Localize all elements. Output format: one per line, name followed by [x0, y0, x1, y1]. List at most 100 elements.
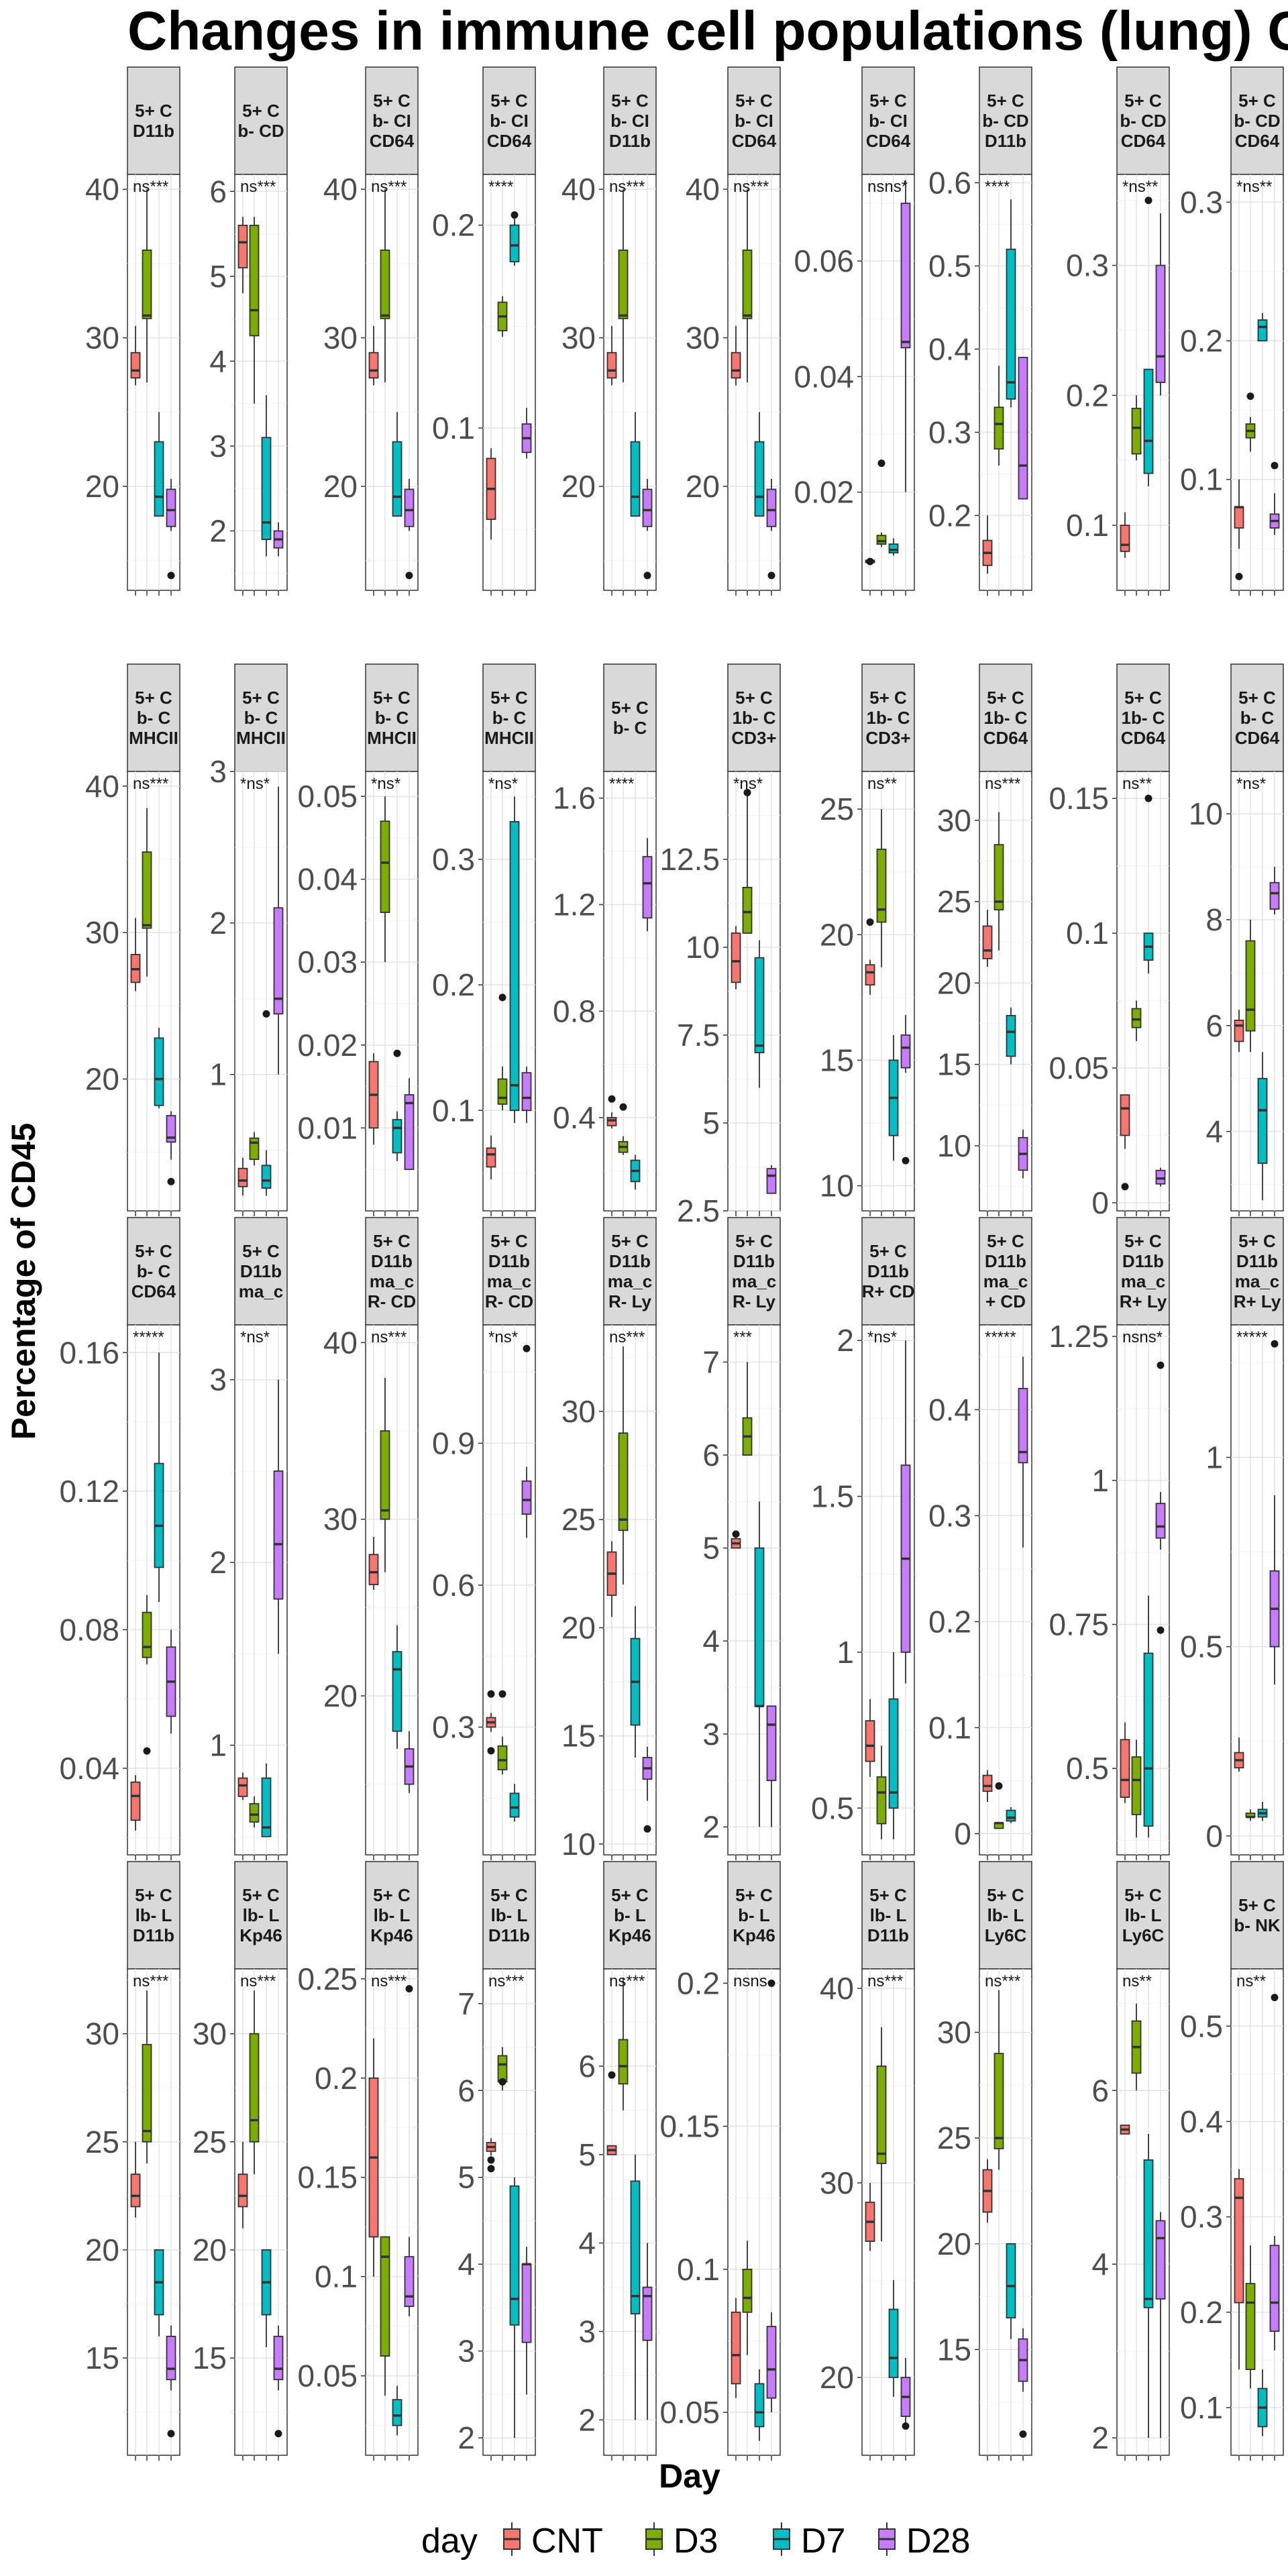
y-tick-label: 20	[820, 917, 854, 952]
significance-label: ***	[733, 1328, 752, 1346]
y-tick-label: 25	[85, 2125, 119, 2159]
box-d3	[249, 2033, 260, 2143]
outlier-point	[743, 788, 751, 796]
y-tick-label: 0.16	[59, 1335, 119, 1370]
box-d7	[392, 441, 402, 517]
outlier-point	[405, 572, 413, 580]
strip-label: 5+ C	[1238, 1895, 1276, 1915]
strip-background	[365, 1861, 419, 1970]
y-tick-label: 0.3	[1180, 184, 1223, 219]
box-d7	[1257, 1077, 1268, 1164]
y-tick-label: 0.75	[1049, 1607, 1109, 1642]
outlier-point	[1157, 1626, 1165, 1634]
box-d3	[249, 225, 260, 337]
box-d28	[1155, 264, 1166, 383]
strip-background	[127, 66, 180, 175]
y-tick-label: 0.4	[928, 1392, 971, 1427]
strip-background	[127, 663, 180, 772]
outlier-point	[487, 1690, 495, 1698]
y-tick-label: 8	[1205, 902, 1223, 937]
significance-label: ****	[985, 178, 1010, 196]
strip-label: 5+ C	[735, 1885, 773, 1905]
outlier-point	[487, 2165, 495, 2173]
box-d3	[380, 250, 390, 319]
strip-background	[979, 663, 1032, 772]
strip-label: R+ Ly	[1234, 1291, 1281, 1311]
outlier-point	[608, 1095, 616, 1103]
y-tick-label: 5	[702, 1531, 720, 1566]
strip-label: 1b- C	[984, 708, 1028, 728]
strip-background	[482, 663, 536, 772]
outlier-point	[167, 1177, 175, 1185]
strip-label: CD64	[1121, 728, 1166, 748]
significance-label: nsns*	[867, 178, 908, 196]
box-d28	[1269, 881, 1280, 910]
significance-label: *ns*	[733, 775, 763, 793]
y-tick-label: 0.15	[297, 2160, 358, 2195]
strip-background	[234, 663, 288, 772]
strip-label: CD64	[487, 131, 532, 151]
box-cnt	[130, 2174, 141, 2208]
box-d28	[521, 1072, 532, 1112]
significance-label: ns***	[985, 775, 1020, 793]
y-tick-label: 0.5	[1066, 1751, 1109, 1786]
outlier-point	[523, 1344, 531, 1352]
box-d3	[142, 1611, 152, 1658]
y-tick-label: 0.3	[1180, 2200, 1223, 2235]
y-tick-label: 30	[85, 2017, 119, 2051]
strip-label: D11b	[488, 1251, 530, 1271]
y-tick-label: 30	[85, 915, 119, 950]
strip-label: 5+ C	[490, 91, 528, 111]
strip-label: b- CI	[372, 111, 411, 131]
y-tick-label: 0.02	[794, 475, 854, 510]
y-tick-label: 0.5	[1180, 2008, 1223, 2043]
strip-label: D11b	[985, 1251, 1026, 1271]
y-tick-label: 0.3	[1066, 248, 1109, 283]
y-tick-label: 15	[561, 1719, 596, 1754]
box-d28	[642, 2286, 653, 2341]
strip-label: CD3+	[865, 728, 910, 748]
y-tick-label: 0.2	[1066, 378, 1109, 413]
strip-label: 5+ C	[1238, 1231, 1276, 1251]
strip-label: Ly6C	[985, 1925, 1027, 1945]
strip-label: lb- L	[136, 1905, 172, 1925]
y-tick-label: 40	[686, 172, 720, 207]
box-d7	[888, 1698, 899, 1809]
outlier-point	[767, 1979, 775, 1987]
strip-label: 5+ C	[1238, 91, 1276, 111]
y-tick-label: 0.5	[928, 248, 971, 283]
outlier-point	[866, 557, 874, 566]
strip-label: 5+ C	[490, 688, 528, 708]
chart-title: Changes in immune cell populations (lung…	[127, 1, 1288, 62]
box-cnt	[982, 925, 993, 959]
strip-label: lb- L	[243, 1905, 280, 1925]
strip-label: Kp46	[733, 1925, 775, 1945]
box-d3	[994, 2053, 1004, 2149]
strip-background	[603, 663, 657, 772]
y-tick-label: 0.9	[432, 1426, 475, 1460]
y-tick-label: 1	[1205, 1440, 1223, 1475]
box-cnt	[237, 2174, 248, 2208]
y-tick-label: 10	[686, 930, 720, 965]
outlier-point	[498, 2078, 506, 2086]
strip-label: lb- L	[491, 1905, 528, 1925]
y-tick-label: 6	[1205, 1008, 1223, 1043]
y-tick-label: 20	[323, 1678, 358, 1713]
strip-label: 1b- C	[733, 708, 776, 728]
strip-label: b- C	[613, 718, 647, 738]
y-tick-label: 4	[578, 2226, 596, 2261]
outlier-point	[732, 1530, 740, 1538]
box-d28	[766, 488, 777, 527]
y-tick-label: 3	[578, 2314, 596, 2349]
box-d28	[166, 488, 176, 527]
box-d3	[618, 250, 629, 319]
y-tick-label: 0.2	[677, 1966, 720, 2000]
strip-label: 5+ C	[242, 1241, 280, 1261]
strip-label: 5+ C	[1124, 1231, 1162, 1251]
y-tick-label: 1	[1091, 1463, 1109, 1498]
y-tick-label: 2	[458, 2420, 475, 2455]
